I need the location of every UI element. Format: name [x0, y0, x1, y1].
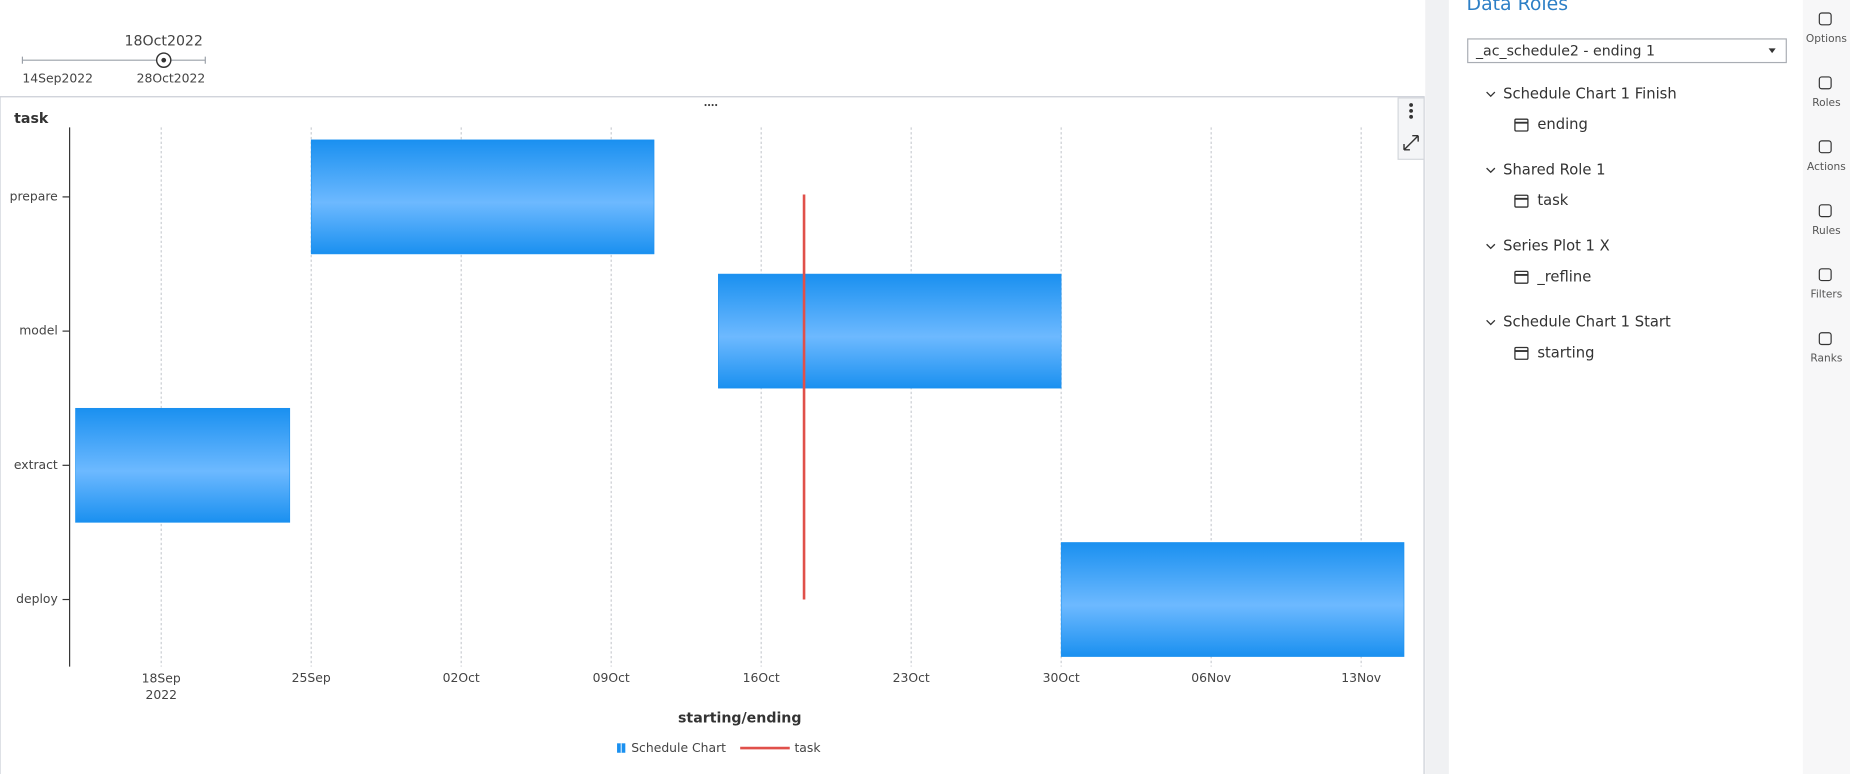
panel-gutter: [1425, 0, 1449, 774]
x-tick-label: 02Oct: [443, 671, 480, 685]
more-button[interactable]: [1397, 97, 1425, 160]
sidebar: [1802, 0, 1850, 774]
role-item[interactable]: _refline: [1536, 268, 1591, 285]
group-chevron[interactable]: [1486, 243, 1496, 250]
sidebar-label[interactable]: Filters: [1810, 288, 1842, 301]
legend-label: Schedule Chart: [631, 741, 726, 755]
item-icon: [1514, 118, 1529, 132]
y-axis-title: task: [14, 111, 49, 127]
role-group[interactable]: Schedule Chart 1 Finish: [1503, 85, 1677, 102]
sidebar-label[interactable]: Actions: [1807, 160, 1846, 173]
sidebar-label[interactable]: Rules: [1812, 224, 1841, 237]
slider-max: 28Oct2022: [137, 72, 206, 86]
sidebar-icon[interactable]: [1818, 268, 1832, 282]
role-item[interactable]: starting: [1537, 344, 1594, 361]
dropdown[interactable]: _ac_schedule2 - ending 1: [1467, 38, 1787, 64]
role-group[interactable]: Schedule Chart 1 Start: [1503, 314, 1671, 331]
role-item[interactable]: task: [1537, 192, 1568, 209]
y-tick-label: model: [19, 324, 58, 338]
group-chevron[interactable]: [1486, 319, 1496, 326]
dropdown-value[interactable]: _ac_schedule2 - ending 1: [1475, 43, 1655, 59]
sidebar-icon[interactable]: [1818, 332, 1832, 346]
sidebar-label[interactable]: Ranks: [1810, 352, 1843, 365]
slider-current: 18Oct2022: [125, 33, 203, 49]
chart: task starting/ending 18Sep 2022 25Sep 02Oct 09…: [10, 111, 1405, 755]
x-tick-label: 18Sep 2022: [142, 671, 181, 702]
y-tick-label: extract: [14, 458, 58, 472]
role-group[interactable]: Series Plot 1 X: [1503, 238, 1610, 255]
x-tick-label: 30Oct: [1043, 671, 1080, 685]
schedule-bar: [310, 139, 655, 255]
panel-title: Data Roles: [1467, 0, 1568, 15]
sidebar-icon[interactable]: [1818, 12, 1832, 26]
sidebar-icon[interactable]: [1818, 140, 1832, 154]
item-icon: [1514, 346, 1529, 360]
x-axis-title: starting/ending: [678, 711, 801, 727]
item-icon: [1514, 194, 1529, 208]
item-icon: [1514, 270, 1529, 284]
ui: 18Oct2022 14Sep2022 28Oct2022 Schedule Char…: [21, 12, 1847, 365]
x-tick-label: 25Sep: [292, 671, 331, 685]
role-group[interactable]: Shared Role 1: [1503, 161, 1605, 178]
sidebar-label[interactable]: Options: [1806, 32, 1847, 45]
sidebar-label[interactable]: Roles: [1812, 96, 1841, 109]
x-tick-label: 16Oct: [743, 671, 780, 685]
drag-handle[interactable]: [704, 103, 718, 107]
schedule-bar: [75, 407, 291, 523]
schedule-bar: [1060, 542, 1405, 657]
role-item[interactable]: ending: [1537, 116, 1588, 133]
sidebar-icon[interactable]: [1818, 76, 1832, 90]
slider-handle-dot[interactable]: [161, 57, 167, 63]
group-chevron[interactable]: [1486, 167, 1496, 174]
x-tick-label: 23Oct: [893, 671, 930, 685]
sidebar-icon[interactable]: [1818, 204, 1832, 218]
x-tick-label: 09Oct: [593, 671, 630, 685]
group-chevron[interactable]: [1486, 91, 1496, 98]
y-tick-label: prepare: [10, 189, 58, 203]
x-tick-label: 06Nov: [1191, 671, 1231, 685]
x-tick-label: 13Nov: [1341, 671, 1381, 685]
schedule-bar: [718, 273, 1062, 389]
slider-min: 14Sep2022: [22, 72, 93, 86]
y-tick-label: deploy: [16, 592, 58, 606]
legend-label: task: [794, 741, 821, 755]
